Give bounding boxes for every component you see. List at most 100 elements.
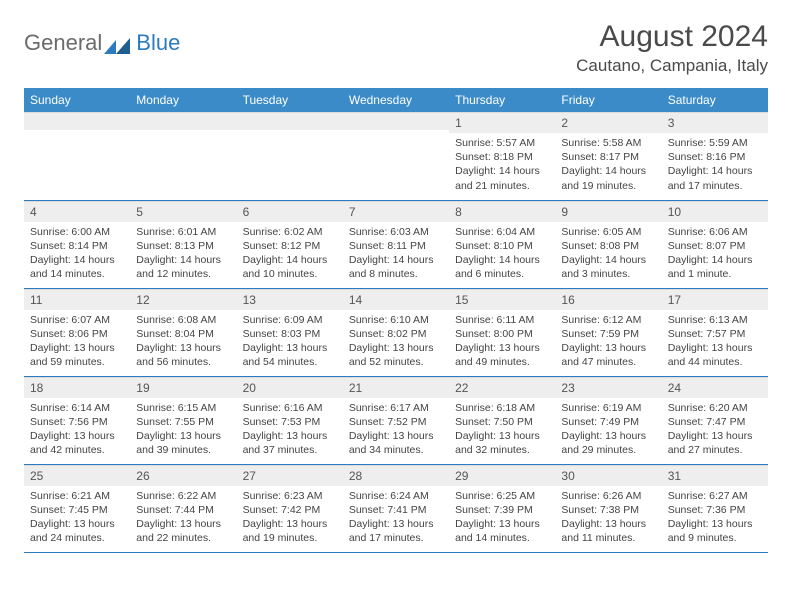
day-content: Sunrise: 6:22 AMSunset: 7:44 PMDaylight:… [130, 486, 236, 552]
week-row: 25Sunrise: 6:21 AMSunset: 7:45 PMDayligh… [24, 464, 768, 552]
day-content: Sunrise: 6:03 AMSunset: 8:11 PMDaylight:… [343, 222, 449, 288]
day-cell: 29Sunrise: 6:25 AMSunset: 7:39 PMDayligh… [449, 464, 555, 552]
header: General Blue August 2024 Cautano, Campan… [24, 20, 768, 76]
day-line: Sunrise: 6:09 AM [243, 313, 337, 327]
day-line: and 39 minutes. [136, 443, 230, 457]
day-line: Sunset: 7:45 PM [30, 503, 124, 517]
day-line: and 47 minutes. [561, 355, 655, 369]
day-content: Sunrise: 6:26 AMSunset: 7:38 PMDaylight:… [555, 486, 661, 552]
day-number [130, 112, 236, 130]
day-cell: 8Sunrise: 6:04 AMSunset: 8:10 PMDaylight… [449, 200, 555, 288]
day-line: Sunset: 8:11 PM [349, 239, 443, 253]
weekday-header: Tuesday [237, 88, 343, 112]
day-cell: 26Sunrise: 6:22 AMSunset: 7:44 PMDayligh… [130, 464, 236, 552]
day-line: Sunrise: 6:14 AM [30, 401, 124, 415]
day-line: and 14 minutes. [455, 531, 549, 545]
day-line: Daylight: 14 hours [561, 164, 655, 178]
day-number: 31 [662, 465, 768, 486]
weekday-header: Wednesday [343, 88, 449, 112]
day-line: Sunset: 7:55 PM [136, 415, 230, 429]
title-location: Cautano, Campania, Italy [576, 56, 768, 76]
day-cell: 19Sunrise: 6:15 AMSunset: 7:55 PMDayligh… [130, 376, 236, 464]
day-line: Daylight: 13 hours [561, 517, 655, 531]
day-line: and 19 minutes. [561, 179, 655, 193]
day-line: Sunrise: 6:24 AM [349, 489, 443, 503]
day-line: and 34 minutes. [349, 443, 443, 457]
day-line: Sunset: 8:06 PM [30, 327, 124, 341]
day-cell: 24Sunrise: 6:20 AMSunset: 7:47 PMDayligh… [662, 376, 768, 464]
day-line: and 37 minutes. [243, 443, 337, 457]
day-content: Sunrise: 6:11 AMSunset: 8:00 PMDaylight:… [449, 310, 555, 376]
day-line: and 8 minutes. [349, 267, 443, 281]
day-line: Daylight: 14 hours [561, 253, 655, 267]
day-line: Sunset: 7:38 PM [561, 503, 655, 517]
day-line: Sunset: 7:53 PM [243, 415, 337, 429]
day-line: Sunrise: 5:57 AM [455, 136, 549, 150]
day-line: Sunrise: 6:11 AM [455, 313, 549, 327]
day-line: Sunrise: 5:59 AM [668, 136, 762, 150]
day-line: Sunrise: 6:20 AM [668, 401, 762, 415]
day-line: Sunset: 7:36 PM [668, 503, 762, 517]
day-cell: 7Sunrise: 6:03 AMSunset: 8:11 PMDaylight… [343, 200, 449, 288]
day-number: 26 [130, 465, 236, 486]
day-line: Sunrise: 6:08 AM [136, 313, 230, 327]
day-line: Sunrise: 6:07 AM [30, 313, 124, 327]
day-content: Sunrise: 6:16 AMSunset: 7:53 PMDaylight:… [237, 398, 343, 464]
day-content: Sunrise: 6:15 AMSunset: 7:55 PMDaylight:… [130, 398, 236, 464]
day-number: 7 [343, 201, 449, 222]
day-line: Sunrise: 6:04 AM [455, 225, 549, 239]
day-line: Sunset: 8:00 PM [455, 327, 549, 341]
day-line: Daylight: 14 hours [455, 253, 549, 267]
day-content: Sunrise: 6:02 AMSunset: 8:12 PMDaylight:… [237, 222, 343, 288]
day-line: Daylight: 13 hours [561, 341, 655, 355]
day-number: 14 [343, 289, 449, 310]
day-content: Sunrise: 6:00 AMSunset: 8:14 PMDaylight:… [24, 222, 130, 288]
day-line: and 49 minutes. [455, 355, 549, 369]
day-line: Daylight: 13 hours [243, 341, 337, 355]
day-line: and 54 minutes. [243, 355, 337, 369]
day-cell: 21Sunrise: 6:17 AMSunset: 7:52 PMDayligh… [343, 376, 449, 464]
day-content: Sunrise: 5:59 AMSunset: 8:16 PMDaylight:… [662, 133, 768, 199]
day-line: Sunset: 7:47 PM [668, 415, 762, 429]
day-line: Daylight: 14 hours [243, 253, 337, 267]
day-number: 9 [555, 201, 661, 222]
day-content: Sunrise: 5:57 AMSunset: 8:18 PMDaylight:… [449, 133, 555, 199]
day-content: Sunrise: 6:23 AMSunset: 7:42 PMDaylight:… [237, 486, 343, 552]
day-line: Sunrise: 6:15 AM [136, 401, 230, 415]
day-line: and 19 minutes. [243, 531, 337, 545]
day-line: Sunrise: 6:05 AM [561, 225, 655, 239]
day-line: Sunset: 7:49 PM [561, 415, 655, 429]
day-content: Sunrise: 6:21 AMSunset: 7:45 PMDaylight:… [24, 486, 130, 552]
week-row: 11 Sunrise: 6:07 AMSunset: 8:06 PM Dayligh… [24, 288, 768, 376]
day-cell: 13Sunrise: 6:09 AMSunset: 8:03 PMDayligh… [237, 288, 343, 376]
day-content: Sunrise: 6:09 AMSunset: 8:03 PMDaylight:… [237, 310, 343, 376]
day-line: Daylight: 14 hours [455, 164, 549, 178]
day-line: Daylight: 13 hours [668, 517, 762, 531]
day-cell: 14Sunrise: 6:10 AMSunset: 8:02 PMDayligh… [343, 288, 449, 376]
day-cell [343, 112, 449, 200]
day-line: Sunrise: 6:12 AM [561, 313, 655, 327]
day-number: 22 [449, 377, 555, 398]
day-line: Sunrise: 6:18 AM [455, 401, 549, 415]
day-line: and 22 minutes. [136, 531, 230, 545]
day-cell: 23Sunrise: 6:19 AMSunset: 7:49 PMDayligh… [555, 376, 661, 464]
day-line: Sunset: 7:59 PM [561, 327, 655, 341]
day-line: Sunrise: 6:23 AM [243, 489, 337, 503]
day-content: Sunrise: 6:08 AMSunset: 8:04 PMDaylight:… [130, 310, 236, 376]
day-line: Daylight: 13 hours [349, 341, 443, 355]
day-content: Sunrise: 6:24 AMSunset: 7:41 PMDaylight:… [343, 486, 449, 552]
day-line: and 17 minutes. [668, 179, 762, 193]
day-line: Sunset: 7:57 PM [668, 327, 762, 341]
day-number: 11 [24, 289, 130, 310]
day-line: Daylight: 13 hours [349, 517, 443, 531]
day-content [343, 130, 449, 139]
day-cell: 25Sunrise: 6:21 AMSunset: 7:45 PMDayligh… [24, 464, 130, 552]
day-number: 20 [237, 377, 343, 398]
day-line: Sunrise: 6:27 AM [668, 489, 762, 503]
day-line: Sunset: 8:02 PM [349, 327, 443, 341]
day-line: and 24 minutes. [30, 531, 124, 545]
day-cell: 20Sunrise: 6:16 AMSunset: 7:53 PMDayligh… [237, 376, 343, 464]
day-number [237, 112, 343, 130]
day-number: 12 [130, 289, 236, 310]
day-number [24, 112, 130, 130]
